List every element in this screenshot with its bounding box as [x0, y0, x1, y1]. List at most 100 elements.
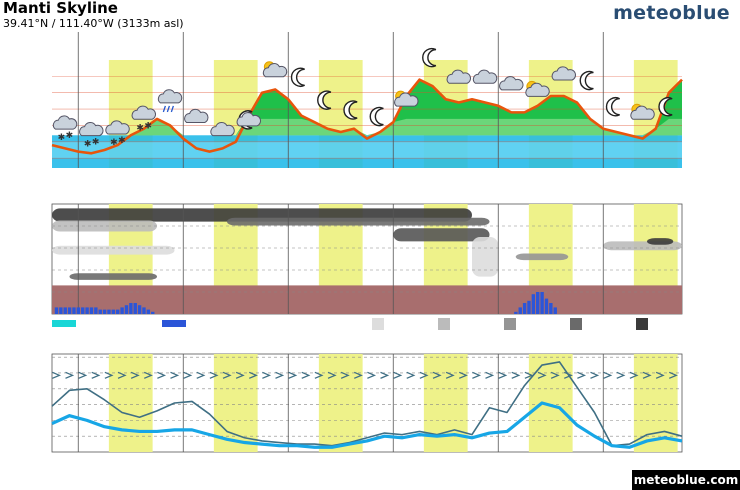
daylight-band-wind [528, 354, 573, 452]
daylight-band-wind [318, 354, 363, 452]
weather-icon-cloud [210, 121, 235, 137]
precip-bar [146, 309, 151, 314]
moon-icon [605, 97, 620, 117]
weather-icon-moon [343, 100, 358, 120]
moon-icon [658, 97, 673, 117]
precip-bar [54, 307, 59, 314]
wind-direction-arrow [445, 371, 455, 379]
wind-direction-arrow [668, 371, 678, 379]
weather-icon-cloud [184, 108, 209, 124]
wind-direction-arrow [130, 371, 140, 379]
daylight-band-wind [633, 354, 678, 452]
precip-bar [522, 303, 527, 314]
precip-bar [124, 305, 129, 314]
weather-icon-moon [605, 97, 620, 117]
wind-direction-arrow [196, 371, 206, 379]
weather-icon-sun-cloud [630, 103, 655, 120]
moon-icon [369, 106, 384, 127]
precip-bar [111, 309, 116, 314]
precip-bar [76, 307, 81, 314]
cloud-cover-area [393, 228, 490, 242]
precip-bar [81, 307, 85, 314]
wind-direction-arrow [419, 371, 429, 379]
precip-bar [544, 298, 549, 314]
footer-link[interactable]: meteoblue.com [632, 470, 740, 490]
weather-icon-cloud [472, 69, 498, 84]
snow-icon: ✱ [84, 140, 92, 150]
snow-icon: ✱ [66, 131, 74, 141]
wind-direction-arrow [524, 371, 534, 379]
moon-icon [579, 70, 594, 91]
wind-direction-arrow [157, 371, 167, 379]
cloud-cover-area [647, 238, 674, 245]
weather-icon-cloud [551, 66, 576, 81]
cloud-icon [551, 66, 576, 81]
precip-bar [116, 309, 120, 314]
wind-direction-arrow [577, 371, 587, 379]
precip-bar [514, 311, 518, 314]
temperature-line [51, 78, 683, 155]
precip-bar [540, 292, 544, 314]
wind-gust-line [51, 361, 683, 447]
cloud-icon [525, 82, 550, 97]
wind-direction-arrow [314, 371, 324, 379]
precip-bar [63, 307, 67, 314]
mild-fill [52, 118, 682, 136]
weather-icon-moon [422, 47, 437, 68]
weather-icon-snow [105, 120, 130, 135]
snow-icon: ✱ [136, 123, 144, 133]
cloud-icon [236, 112, 261, 127]
wind-direction-arrow [550, 371, 560, 379]
cloud-icon [157, 89, 183, 104]
wind-direction-arrow [393, 371, 403, 379]
wind-direction-arrow [327, 371, 337, 379]
daylight-band-wind [213, 354, 258, 452]
weather-icon-moon [658, 97, 673, 117]
cloud-cover-area [515, 253, 569, 261]
wind-direction-arrow [301, 371, 311, 379]
brand-logo[interactable]: meteoblue [613, 2, 730, 24]
cloud-level-swatch [438, 318, 450, 330]
weather-icon-cloud [446, 69, 471, 84]
cloud-cover-area [52, 220, 157, 232]
cloud-icon [52, 115, 78, 130]
ground-layer [52, 285, 682, 314]
wind-direction-arrow [183, 371, 193, 379]
weather-icon-moon [290, 67, 305, 87]
coordinates: 39.41°N / 111.40°W (3133m asl) [3, 17, 184, 30]
header: Manti Skyline 39.41°N / 111.40°W (3133m … [3, 0, 184, 30]
precip-bar [94, 307, 98, 314]
precip-bar [72, 307, 76, 314]
precip-bar [67, 307, 72, 314]
wind-direction-arrow [143, 371, 153, 379]
cloud-icon [262, 63, 288, 78]
wind-direction-arrow [616, 371, 626, 379]
cloud-level-swatch [636, 318, 648, 330]
weather-icon-moon [317, 90, 332, 110]
precip-bar [59, 307, 63, 314]
wind-direction-arrow [590, 371, 600, 379]
weather-icon-moon-cloud [236, 110, 261, 130]
wind-direction-arrow [353, 371, 363, 379]
weather-icon-moon [579, 70, 594, 91]
weather-icon-sun-cloud [525, 80, 550, 97]
precip-bar [553, 307, 557, 314]
wind-direction-arrow [340, 371, 350, 379]
moon-icon [317, 90, 332, 110]
cloud-icon [394, 92, 419, 107]
weather-icon-rain [157, 89, 183, 113]
wind-direction-arrow [65, 371, 75, 379]
wind-direction-arrow [288, 371, 298, 379]
snow-icon: ✱ [58, 133, 66, 143]
snow-icon: ✱ [110, 138, 118, 148]
wind-direction-arrow [603, 371, 613, 379]
cloud-cover-area [69, 273, 157, 280]
wind-direction-arrow [367, 371, 377, 379]
wind-direction-arrow [406, 371, 416, 379]
wind-speed-line [51, 401, 683, 449]
cloud-icon [79, 121, 104, 137]
wind-direction-arrow [170, 371, 180, 379]
precip-bar [137, 305, 142, 314]
wind-direction-arrow [262, 371, 272, 379]
wind-direction-arrow [248, 371, 258, 379]
